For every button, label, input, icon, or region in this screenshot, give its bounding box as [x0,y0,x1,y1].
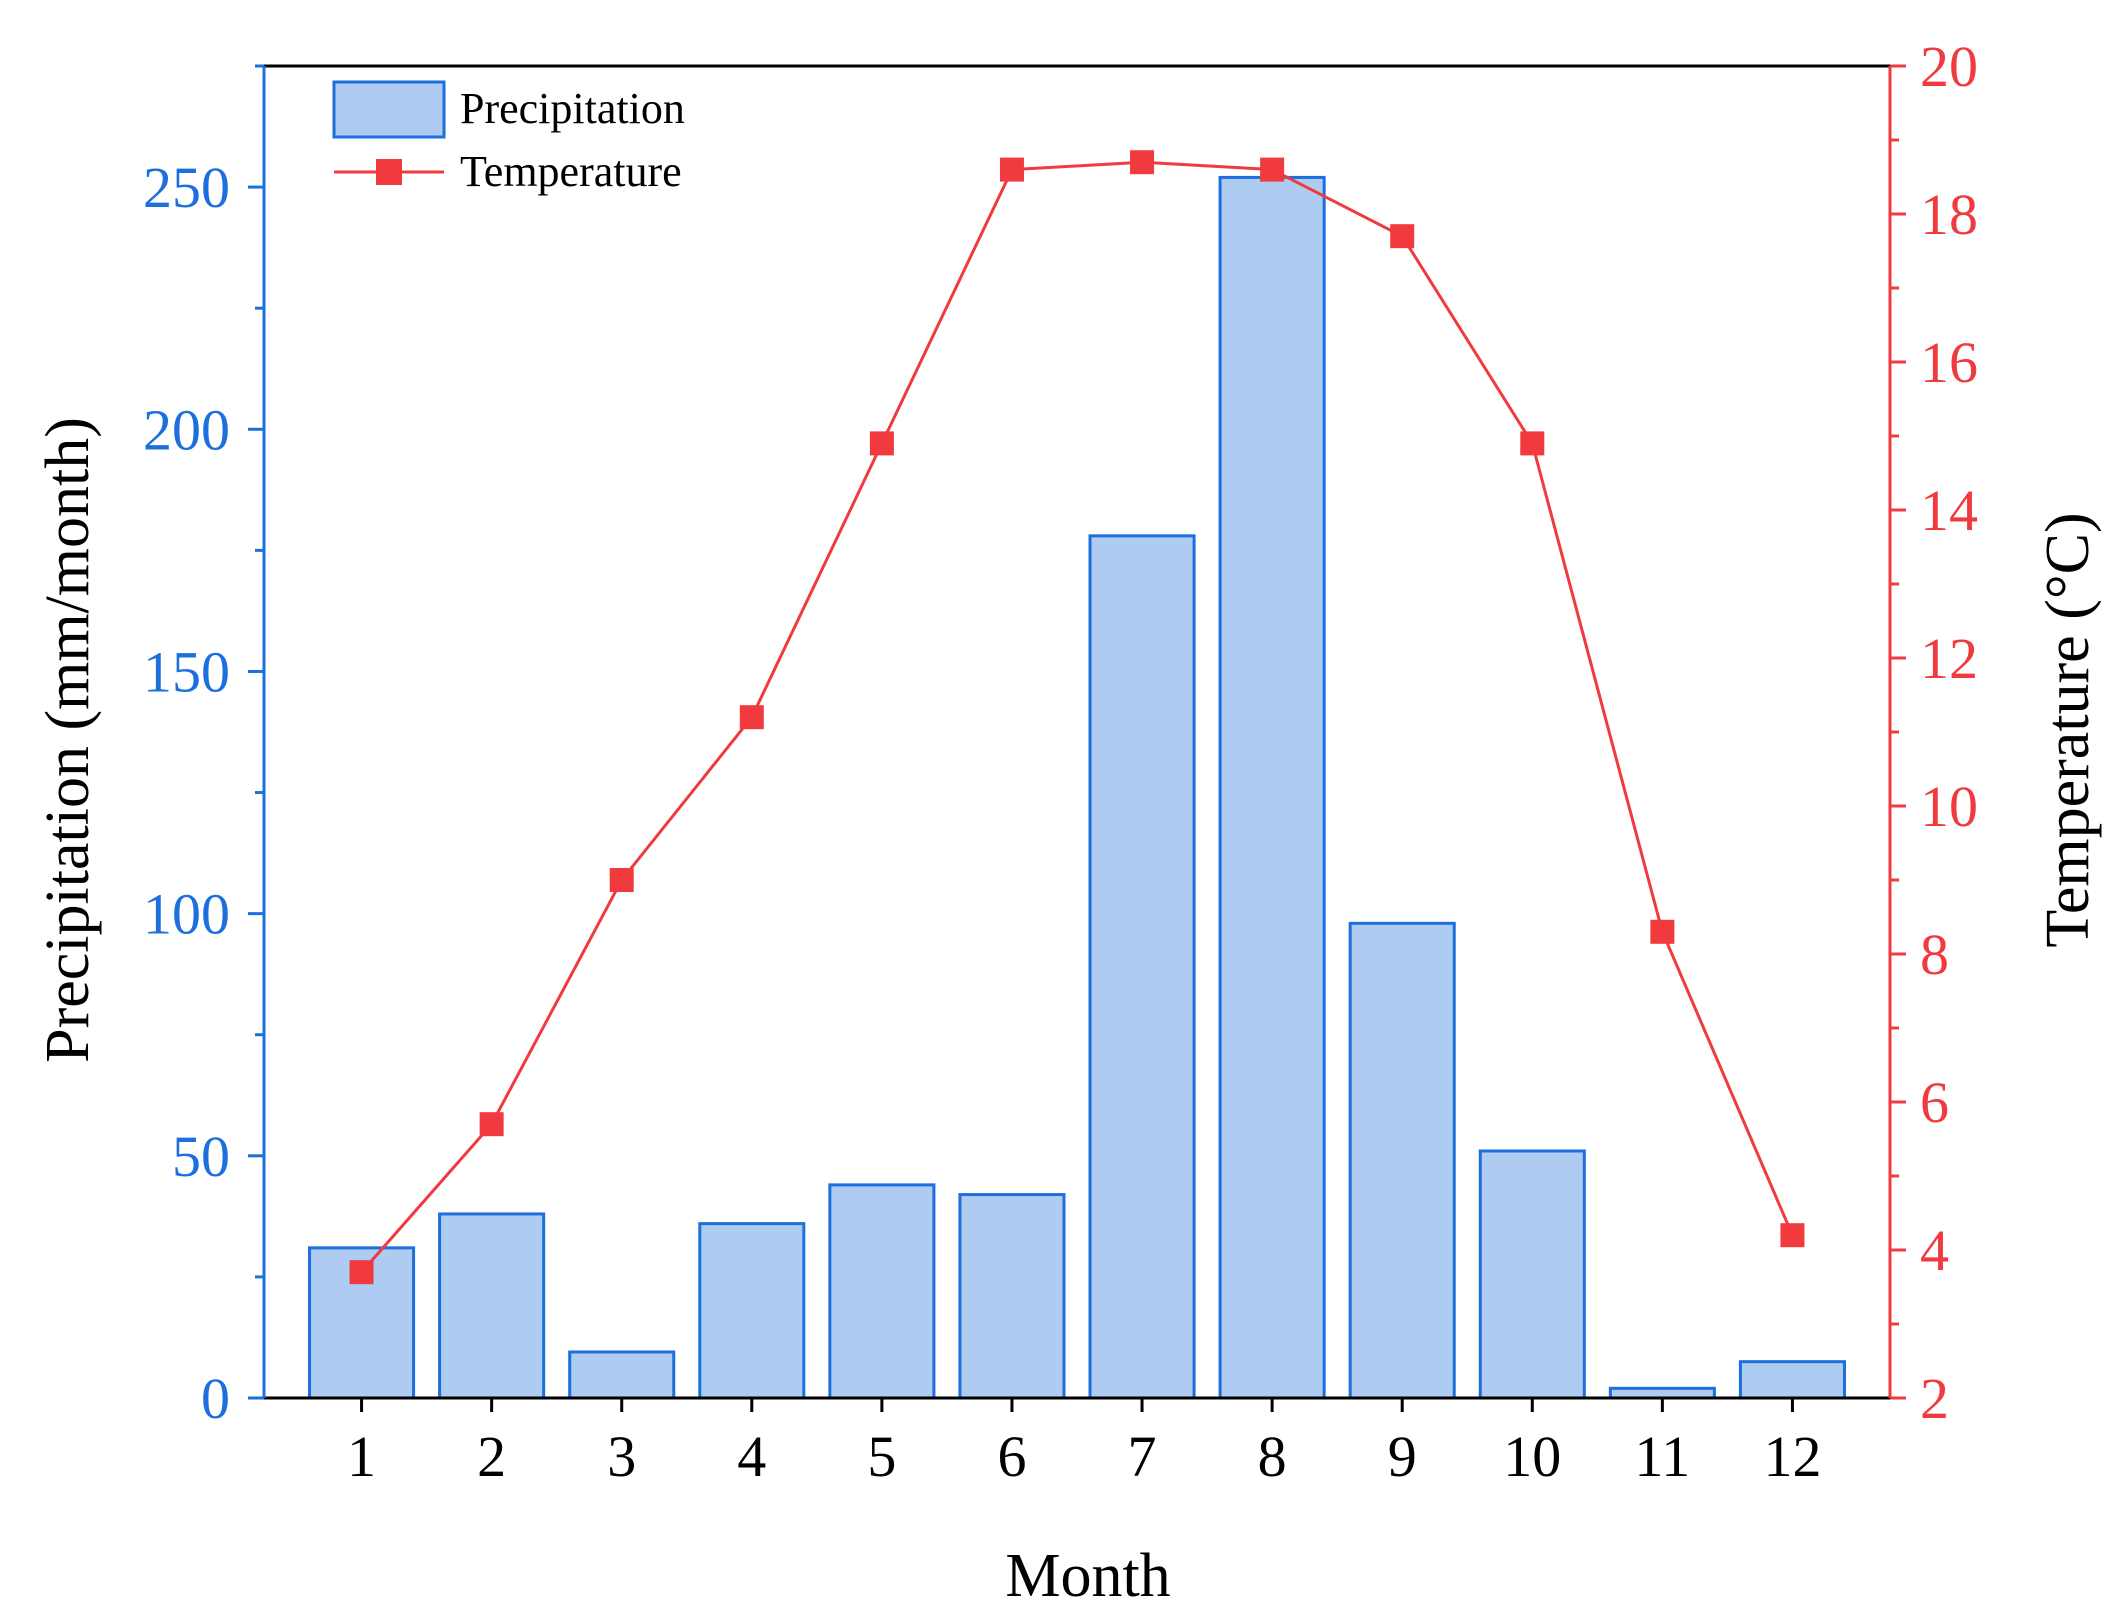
legend-marker-temperature [376,159,402,185]
temperature-point-12 [1780,1223,1805,1248]
precipitation-bar-3 [568,1350,676,1400]
x-tick-label-10: 10 [1503,1424,1561,1489]
right-tick-label-18: 18 [1920,182,1978,247]
temperature-point-8 [1260,157,1285,182]
precipitation-bar-7 [1088,534,1196,1400]
temperature-point-7 [1130,150,1155,175]
temperature-line [360,160,1794,1274]
precipitation-bar-10 [1478,1149,1586,1400]
x-tick-label-8: 8 [1258,1424,1287,1489]
legend-label-temperature: Temperature [460,147,682,196]
left-tick-label-100: 100 [143,882,230,947]
temperature-point-6 [999,157,1024,182]
x-tick-label-4: 4 [737,1424,766,1489]
right-tick-label-2: 2 [1920,1366,1949,1431]
right-tick-label-12: 12 [1920,626,1978,691]
temperature-point-9 [1390,224,1415,249]
temperature-point-2 [479,1112,504,1137]
x-tick-label-2: 2 [477,1424,506,1489]
right-tick-label-16: 16 [1920,330,1978,395]
temperature-point-5 [869,431,894,456]
legend-swatch-precipitation [332,80,446,139]
legend-label-precipitation: Precipitation [460,84,685,133]
left-tick-label-150: 150 [143,639,230,704]
left-tick-label-50: 50 [172,1124,230,1189]
precipitation-bar-9 [1348,921,1456,1400]
x-axis-title: Month [1005,1542,1170,1610]
right-tick-label-14: 14 [1920,478,1978,543]
temperature-point-3 [609,868,634,892]
x-tick-label-12: 12 [1763,1424,1821,1489]
x-tick-label-3: 3 [607,1424,636,1489]
right-tick-label-6: 6 [1920,1070,1949,1135]
left-tick-label-200: 200 [143,397,230,462]
left-y-axis-title: Precipitation (mm/month) [34,417,102,1063]
precipitation-bar-6 [958,1193,1066,1400]
right-tick-label-4: 4 [1920,1218,1949,1283]
temperature-line-layer [349,150,1805,1285]
left-tick-label-250: 250 [143,155,230,220]
right-tick-label-10: 10 [1920,774,1978,839]
temperature-point-11 [1650,919,1675,944]
precipitation-bar-5 [828,1183,936,1400]
x-tick-label-1: 1 [347,1424,376,1489]
x-tick-label-7: 7 [1128,1424,1157,1489]
right-tick-label-8: 8 [1920,922,1949,987]
temperature-point-1 [349,1260,374,1285]
temperature-point-10 [1520,431,1545,456]
precipitation-bar-4 [698,1222,806,1400]
temperature-point-4 [739,705,764,730]
right-tick-label-20: 20 [1920,34,1978,99]
x-tick-label-11: 11 [1634,1424,1690,1489]
legend: Precipitation Temperature [332,80,685,196]
x-tick-label-6: 6 [997,1424,1026,1489]
bars-layer [308,175,1846,1400]
x-tick-label-5: 5 [867,1424,896,1489]
right-y-axis-title: Temperature (°C) [2034,512,2102,947]
precipitation-bar-12 [1738,1360,1846,1400]
x-tick-label-9: 9 [1388,1424,1417,1489]
left-tick-label-0: 0 [201,1366,230,1431]
precipitation-bar-8 [1218,175,1326,1400]
precipitation-bar-2 [438,1212,546,1400]
